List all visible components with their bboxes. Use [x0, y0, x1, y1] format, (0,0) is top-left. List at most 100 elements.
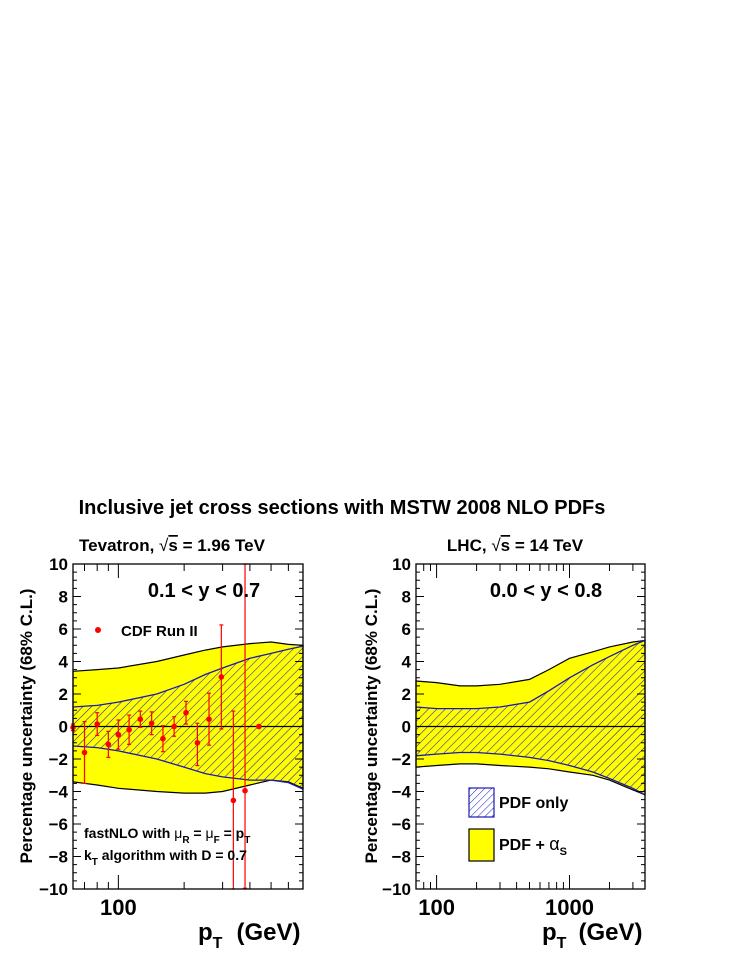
right-y-axis-label: Percentage uncertainty (68% C.L.): [362, 589, 381, 864]
left-panel: Tevatron, √s = 1.96 TeV −10 −8 −6 −4 −2 0 2 4 6 8…: [17, 536, 304, 952]
left-annotation-1: fastNLO with μR = μF = pT: [84, 825, 250, 846]
right-header-suffix: = 14 TeV: [510, 536, 584, 555]
y-tick-label: −6: [392, 815, 411, 834]
y-tick-label: 8: [59, 588, 68, 607]
legend-alpha-sub: S: [560, 846, 567, 858]
data-point: [81, 749, 88, 756]
y-tick-label: 0: [402, 718, 411, 737]
x-tick-label: 100: [418, 895, 455, 920]
data-point: [148, 720, 155, 727]
data-point: [230, 797, 237, 804]
data-point: [218, 674, 225, 680]
y-tick-label: 2: [402, 685, 411, 704]
right-header-s: s: [501, 536, 510, 555]
left-xlabel-unit: (GeV): [236, 919, 300, 946]
y-tick-label: 10: [392, 555, 411, 574]
left-header: Tevatron, √s = 1.96 TeV: [79, 536, 266, 555]
data-point: [256, 723, 262, 730]
legend-swatch-pdf-alphas: [468, 828, 495, 862]
y-tick-label: −10: [39, 880, 68, 899]
left-y-ticks: −10 −8 −6 −4 −2 0 2 4 6 8 10: [39, 555, 303, 899]
y-tick-label: −2: [392, 750, 411, 769]
right-header-sqrt-sign: √: [491, 536, 501, 555]
data-point: [115, 731, 122, 738]
data-point: [94, 721, 100, 727]
right-xlabel-sub: T: [557, 935, 567, 952]
left-annotation-2: kT algorithm with D = 0.7: [84, 847, 247, 868]
right-band-hatched-upper-edge: [415, 639, 646, 710]
annotation-1-mu-f: μ: [206, 825, 214, 841]
legend-label-pdf-only: PDF only: [499, 795, 568, 812]
right-x-axis-label: pT (GeV): [542, 919, 642, 952]
left-legend-marker: [95, 627, 101, 633]
right-xlabel-unit: (GeV): [578, 919, 642, 946]
left-x-ticks: 100: [84, 564, 304, 920]
data-point: [206, 716, 212, 722]
y-tick-label: 4: [59, 653, 69, 672]
right-xlabel-p: p: [542, 919, 557, 946]
left-header-sqrt-sign: √: [159, 536, 169, 555]
y-tick-label: 6: [59, 620, 68, 639]
annotation-1-eq1: =: [190, 825, 206, 841]
right-band-hatched: [415, 639, 646, 796]
data-point: [105, 741, 112, 748]
right-rapidity-label: 0.0 < y < 0.8: [490, 580, 602, 602]
x-tick-label: 1000: [545, 895, 594, 920]
left-legend-label: CDF Run II: [121, 623, 198, 640]
x-tick-label: 100: [100, 895, 137, 920]
left-xlabel-sub: T: [213, 935, 223, 952]
data-point: [194, 739, 201, 746]
data-point: [171, 723, 177, 730]
left-header-prefix: Tevatron,: [79, 536, 159, 555]
data-point: [160, 735, 166, 742]
data-point: [183, 709, 189, 716]
annotation-1-sub-f: F: [214, 835, 220, 846]
left-legend: CDF Run II: [95, 623, 198, 640]
legend-alphas-prefix: PDF +: [499, 837, 549, 854]
annotation-1-mu-r: μ: [174, 825, 182, 841]
left-header-suffix: = 1.96 TeV: [178, 536, 266, 555]
annotation-1-eq2: = p: [220, 825, 245, 841]
left-band-hatched-upper-edge: [72, 645, 304, 708]
y-tick-label: −2: [49, 750, 68, 769]
y-tick-label: −4: [392, 783, 412, 802]
right-x-ticks: 100 1000: [415, 564, 634, 920]
annotation-2-sub: T: [92, 857, 98, 868]
y-tick-label: −6: [49, 815, 68, 834]
annotation-1-prefix: fastNLO with: [84, 825, 174, 841]
right-y-ticks: −10 −8 −6 −4 −2 0 2 4 6 8 10: [382, 555, 645, 899]
right-band-hatched-area: [416, 640, 645, 795]
y-tick-label: 10: [49, 555, 68, 574]
data-point: [126, 726, 132, 733]
left-data-points: [70, 563, 262, 890]
y-tick-label: −4: [49, 783, 69, 802]
annotation-2-rest: algorithm with D = 0.7: [98, 847, 247, 863]
left-rapidity-label: 0.1 < y < 0.7: [148, 580, 260, 602]
y-tick-label: 0: [59, 718, 68, 737]
legend-label-pdf-alphas: PDF + αS: [499, 834, 567, 858]
legend-swatch-pdf-only: [468, 787, 495, 818]
annotation-2-k: k: [84, 847, 92, 863]
y-tick-label: −8: [392, 848, 411, 867]
left-band-hatched-lower-edge: [72, 745, 304, 790]
right-legend: PDF only PDF + αS: [468, 787, 568, 862]
annotation-1-sub-t: T: [244, 835, 250, 846]
y-tick-label: −10: [382, 880, 411, 899]
y-tick-label: −8: [49, 848, 68, 867]
data-point: [242, 787, 248, 794]
data-point: [137, 716, 144, 722]
right-band-hatched-lower-edge: [415, 751, 646, 796]
right-header: LHC, √s = 14 TeV: [447, 536, 584, 555]
left-header-s: s: [168, 536, 177, 555]
y-tick-label: 4: [402, 653, 412, 672]
left-xlabel-p: p: [198, 919, 213, 946]
left-y-axis-label: Percentage uncertainty (68% C.L.): [17, 589, 36, 864]
right-header-prefix: LHC,: [447, 536, 491, 555]
y-tick-label: 8: [402, 588, 411, 607]
figure-title: Inclusive jet cross sections with MSTW 2…: [79, 497, 606, 519]
annotation-1-sub-r: R: [182, 835, 190, 846]
legend-alpha-symbol: α: [549, 834, 559, 854]
left-x-axis-label: pT (GeV): [198, 919, 300, 952]
